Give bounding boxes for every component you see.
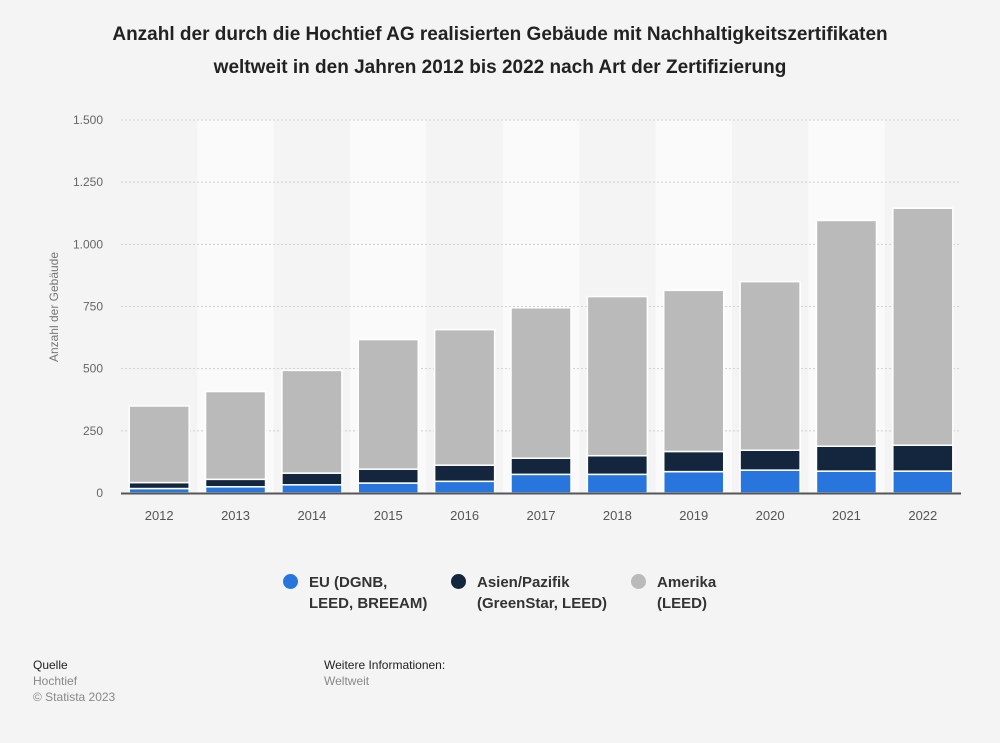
legend-marker-asia-pacific — [451, 574, 466, 589]
legend-item-asia-pacific[interactable]: Asien/Pazifik (GreenStar, LEED) — [451, 572, 631, 614]
bar-segment-eu — [510, 473, 572, 494]
bar-segment-eu — [892, 470, 954, 494]
source-value: Hochtief — [33, 674, 78, 688]
chart-title: Anzahl der durch die Hochtief AG realisi… — [0, 18, 1000, 84]
bar-segment-asia-pacific — [892, 444, 954, 472]
bar-segment-america — [510, 306, 572, 459]
bar-segment-america — [281, 369, 343, 474]
x-tick-label: 2019 — [679, 508, 708, 523]
bar-segment-asia-pacific — [815, 445, 878, 472]
bar-segment-asia-pacific — [739, 449, 801, 471]
x-tick-label: 2016 — [450, 508, 479, 523]
bar-segment-america — [586, 295, 649, 457]
bar-segment-america — [357, 338, 420, 470]
legend-label-america: Amerika (LEED) — [657, 574, 717, 612]
info-block: Weitere Informationen: Weltweit — [324, 657, 445, 689]
x-tick-label: 2018 — [603, 508, 632, 523]
bar-segment-asia-pacific — [586, 454, 649, 476]
legend-label-eu: EU (DGNB, LEED, BREEAM) — [309, 574, 428, 612]
x-tick-label: 2013 — [221, 508, 250, 523]
bar-segment-asia-pacific — [204, 478, 267, 488]
chart-legend: EU (DGNB, LEED, BREEAM) Asien/Pazifik (G… — [283, 572, 771, 614]
copyright: © Statista 2023 — [33, 690, 116, 704]
source-block: Quelle Hochtief © Statista 2023 — [33, 657, 115, 705]
bar-segment-asia-pacific — [128, 481, 190, 490]
legend-label-asia-pacific: Asien/Pazifik (GreenStar, LEED) — [477, 574, 608, 612]
bar-segment-eu — [662, 470, 725, 494]
info-heading: Weitere Informationen: — [324, 658, 446, 672]
y-tick-label: 0 — [96, 486, 103, 500]
bar-segment-america — [433, 328, 496, 466]
x-tick-label: 2021 — [832, 508, 861, 523]
bar-segment-eu — [204, 486, 267, 494]
bar-segment-america — [662, 289, 725, 453]
bar-segment-eu — [357, 482, 420, 494]
source-heading: Quelle — [33, 658, 68, 672]
stacked-bar-chart: 0 250 500 750 1.000 1.250 1.500 Anzahl der Gebä… — [47, 113, 961, 523]
info-value: Weltweit — [324, 674, 370, 688]
y-axis-label: Anzahl der Gebäude — [47, 252, 61, 362]
bar-segment-asia-pacific — [662, 450, 725, 473]
y-tick-label: 1.500 — [73, 113, 103, 127]
bar-segment-eu — [739, 469, 801, 494]
chart-title-line-1: Anzahl der durch die Hochtief AG realisi… — [112, 24, 888, 45]
chart-title-line-2: weltweit in den Jahren 2012 bis 2022 nac… — [213, 57, 787, 78]
y-tick-label: 500 — [83, 362, 103, 376]
legend-item-eu[interactable]: EU (DGNB, LEED, BREEAM) — [283, 572, 451, 614]
bar-segment-america — [815, 219, 878, 448]
y-tick-label: 1.250 — [73, 175, 103, 189]
x-tick-label: 2012 — [145, 508, 174, 523]
bar-segment-eu — [815, 470, 878, 494]
bar-segment-asia-pacific — [281, 472, 343, 486]
x-tick-label: 2022 — [908, 508, 937, 523]
y-tick-label: 250 — [83, 424, 103, 438]
x-tick-label: 2020 — [756, 508, 785, 523]
legend-item-america[interactable]: Amerika (LEED) — [631, 572, 771, 614]
legend-marker-eu — [283, 574, 298, 589]
bar-segment-america — [892, 207, 954, 447]
y-tick-label: 1.000 — [73, 237, 103, 251]
bar-segment-asia-pacific — [510, 457, 572, 476]
bar-segment-america — [204, 390, 267, 481]
bar-segment-america — [128, 405, 190, 484]
y-tick-label: 750 — [83, 300, 103, 314]
x-tick-label: 2014 — [297, 508, 326, 523]
bar-segment-asia-pacific — [357, 468, 420, 484]
x-tick-label: 2015 — [374, 508, 403, 523]
legend-marker-america — [631, 574, 646, 589]
bar-segment-eu — [586, 473, 649, 494]
bar-segment-asia-pacific — [433, 464, 496, 483]
bar-segment-america — [739, 280, 801, 451]
bar-segment-eu — [281, 484, 343, 494]
bar-segment-eu — [433, 480, 496, 494]
x-tick-label: 2017 — [527, 508, 556, 523]
